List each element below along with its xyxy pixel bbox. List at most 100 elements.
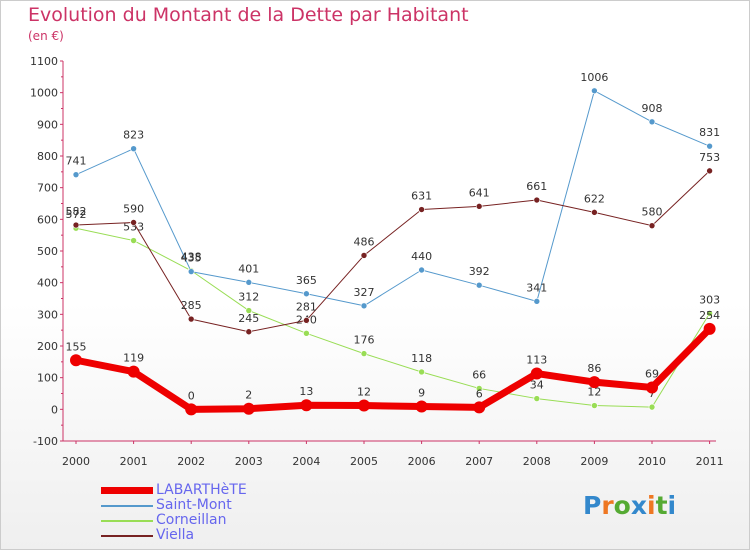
data-point: [533, 298, 541, 305]
data-label: 254: [699, 309, 720, 322]
proxiti-logo: Proxiti: [583, 491, 676, 520]
data-point: [245, 307, 253, 314]
data-point: [187, 268, 195, 275]
y-tick-label: 1100: [30, 55, 58, 68]
legend-label-labarthete: LABARTHèTE: [156, 482, 247, 498]
data-label: 281: [296, 300, 317, 313]
data-point: [530, 367, 543, 380]
legend-swatch-saint-mont: [101, 505, 153, 507]
legend-swatch-viella: [101, 535, 153, 537]
data-label: 590: [123, 203, 144, 216]
x-tick-label: 2001: [120, 455, 148, 468]
data-label: 118: [411, 352, 432, 365]
data-label: 440: [411, 250, 432, 263]
data-point: [358, 399, 370, 412]
data-point: [130, 145, 137, 153]
y-tick-label: 0: [51, 403, 58, 416]
legend-swatch-corneillan: [101, 520, 153, 522]
data-label: 392: [469, 265, 490, 278]
data-label: 245: [238, 312, 259, 325]
legend: LABARTHèTE Saint-Mont Corneillan Viella: [101, 482, 321, 543]
chart-subtitle: (en €): [28, 29, 64, 43]
data-point: [475, 281, 483, 289]
data-point: [473, 401, 486, 414]
data-point: [360, 252, 368, 259]
data-point: [72, 171, 80, 178]
data-label: 661: [526, 180, 547, 193]
data-label: 9: [418, 386, 425, 399]
x-tick-label: 2007: [465, 455, 493, 468]
x-tick-label: 2003: [235, 455, 263, 468]
data-label: 113: [526, 354, 547, 367]
data-label: 66: [472, 368, 486, 381]
data-label: 12: [587, 386, 601, 399]
data-label: 341: [526, 281, 547, 294]
data-label: 34: [530, 379, 544, 392]
chart-title: Evolution du Montant de la Dette par Hab…: [28, 4, 469, 26]
data-label: 631: [411, 190, 432, 203]
y-tick-label: 400: [37, 277, 58, 290]
data-label: 533: [123, 221, 144, 234]
legend-item-viella: Viella: [101, 527, 321, 543]
data-label: 1006: [580, 71, 608, 84]
data-label: 6: [476, 387, 483, 400]
y-tick-label: 700: [37, 182, 58, 195]
data-point: [588, 376, 601, 389]
legend-item-corneillan: Corneillan: [101, 512, 321, 528]
y-tick-label: 300: [37, 308, 58, 321]
data-label: 327: [354, 286, 375, 299]
data-label: 303: [699, 293, 720, 306]
data-point: [360, 302, 368, 310]
data-point: [703, 322, 716, 335]
data-label: 285: [181, 299, 202, 312]
data-label: 753: [699, 151, 720, 164]
data-label: 7: [649, 387, 656, 400]
legend-item-labarthete: LABARTHèTE: [101, 482, 321, 498]
data-point: [303, 330, 310, 337]
data-point: [242, 402, 255, 415]
data-label: 119: [123, 352, 144, 365]
y-tick-label: 800: [37, 150, 58, 163]
data-label: 831: [699, 126, 720, 139]
data-point: [187, 315, 195, 323]
legend-swatch-labarthete: [101, 487, 153, 494]
data-point: [72, 221, 80, 229]
data-point: [303, 290, 310, 298]
x-tick-label: 2008: [523, 455, 551, 468]
data-point: [130, 237, 137, 244]
data-label: 435: [181, 252, 202, 265]
data-label: 155: [66, 340, 87, 353]
data-label: 86: [587, 362, 601, 375]
data-point: [300, 399, 313, 412]
data-point: [591, 402, 598, 409]
x-tick-label: 2002: [177, 455, 205, 468]
legend-label-corneillan: Corneillan: [156, 512, 227, 528]
data-point: [646, 381, 658, 394]
data-point: [533, 196, 541, 204]
data-label: 312: [238, 291, 259, 304]
logo-letter: o: [613, 491, 631, 520]
logo-letter: t: [655, 491, 668, 520]
data-point: [648, 222, 656, 229]
data-point: [706, 167, 713, 175]
data-point: [648, 403, 656, 411]
series-line: [75, 90, 711, 307]
logo-letter: x: [630, 491, 647, 520]
x-tick-label: 2011: [696, 455, 724, 468]
data-point: [303, 317, 310, 324]
y-tick-label: 900: [37, 118, 58, 131]
data-point: [475, 203, 483, 210]
legend-label-viella: Viella: [156, 527, 195, 543]
y-tick-label: 600: [37, 213, 58, 226]
y-tick-label: 500: [37, 245, 58, 258]
data-label: 582: [66, 205, 87, 218]
y-tick-label: -100: [33, 435, 58, 448]
y-tick-label: 1000: [30, 87, 58, 100]
data-point: [127, 365, 140, 378]
data-label: 176: [354, 334, 375, 347]
y-tick-label: 100: [37, 372, 58, 385]
data-label: 401: [238, 262, 259, 275]
data-label: 13: [299, 385, 313, 398]
logo-letter: P: [583, 491, 602, 520]
